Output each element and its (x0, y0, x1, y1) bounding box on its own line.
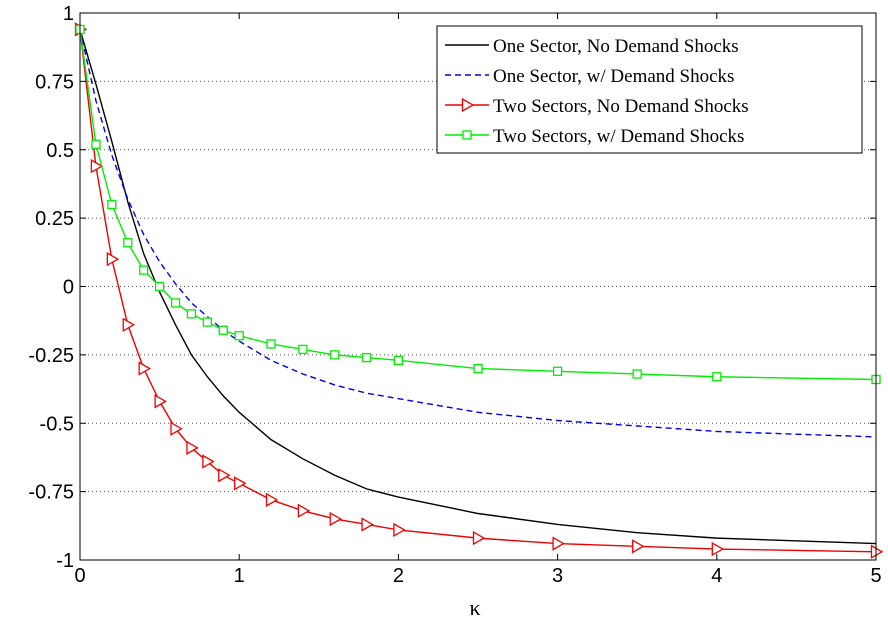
y-tick-label: 0.25 (35, 208, 74, 230)
data-point-triangle (202, 454, 215, 469)
data-point-square (298, 344, 308, 355)
data-point-square (473, 363, 483, 374)
data-point-triangle (106, 252, 120, 267)
data-point-triangle (461, 97, 475, 113)
data-point-triangle (393, 522, 406, 538)
series-one-sector-no-demand-shocks (79, 29, 877, 545)
data-point-square (186, 309, 197, 319)
data-point-triangle (552, 536, 565, 551)
data-point-triangle (265, 492, 279, 507)
series-line (79, 29, 877, 438)
y-tick-label: -0.5 (40, 413, 74, 435)
data-point-square (330, 350, 340, 360)
data-point-triangle (218, 468, 231, 483)
x-tick-label: 0 (74, 565, 85, 587)
grid-lines (80, 80, 876, 493)
x-tick-label: 3 (552, 565, 563, 587)
legend-label: Two Sectors, w/ Demand Shocks (493, 126, 744, 147)
data-point-triangle (90, 159, 104, 174)
y-tick-label: 1 (63, 3, 74, 25)
data-point-square (202, 317, 213, 327)
y-tick-label: -1 (56, 550, 74, 572)
data-point-triangle (186, 440, 199, 455)
series-two-sectors-w-demand-shocks (75, 24, 881, 385)
data-point-square (361, 352, 372, 363)
data-point-square (266, 339, 276, 349)
data-point-triangle (234, 476, 247, 491)
data-point-square (218, 325, 228, 335)
legend-label: One Sector, No Demand Shocks (493, 36, 739, 57)
tick-labels: 10.750.50.250-0.25-0.5-0.75-10 1 2 3 4 5 (28, 3, 881, 587)
data-point-triangle (472, 530, 486, 546)
data-point-triangle (122, 317, 136, 332)
data-point-square (123, 238, 133, 248)
legend: One Sector, No Demand Shocks One Sector, … (436, 25, 863, 154)
data-point-square (139, 265, 149, 275)
legend-label: Two Sectors, No Demand Shocks (493, 96, 749, 117)
data-point-triangle (297, 503, 311, 518)
plot-area (74, 22, 884, 559)
data-point-square (552, 366, 563, 376)
y-tick-label: 0.5 (46, 140, 74, 162)
data-point-square (712, 372, 722, 382)
legend-box (436, 25, 863, 154)
legend-label: One Sector, w/ Demand Shocks (493, 66, 734, 87)
data-point-square (107, 199, 117, 210)
x-tick-label: 5 (870, 565, 881, 587)
data-point-square (170, 298, 181, 308)
data-point-triangle (632, 539, 645, 554)
series-line (79, 29, 877, 545)
data-point-square (393, 355, 404, 365)
data-point-triangle (138, 361, 151, 376)
x-tick-label: 1 (234, 565, 245, 587)
data-point-square (462, 130, 472, 140)
data-point-square (632, 369, 642, 379)
data-point-triangle (170, 421, 183, 436)
data-point-triangle (329, 511, 343, 527)
data-point-square (154, 281, 165, 292)
x-axis-label: κ (469, 595, 480, 620)
data-point-triangle (711, 541, 725, 557)
data-point-triangle (870, 544, 884, 559)
data-point-square (234, 331, 244, 341)
y-tick-label: -0.25 (28, 345, 74, 367)
y-tick-label: 0 (63, 277, 74, 299)
data-point-triangle (154, 394, 167, 409)
data-point-triangle (361, 517, 374, 532)
y-tick-label: -0.75 (28, 482, 74, 504)
data-point-square (91, 139, 101, 149)
x-tick-label: 2 (393, 565, 404, 587)
y-tick-label: 0.75 (35, 71, 74, 93)
x-tick-label: 4 (711, 565, 722, 587)
series-one-sector-w-demand-shocks (79, 29, 877, 438)
